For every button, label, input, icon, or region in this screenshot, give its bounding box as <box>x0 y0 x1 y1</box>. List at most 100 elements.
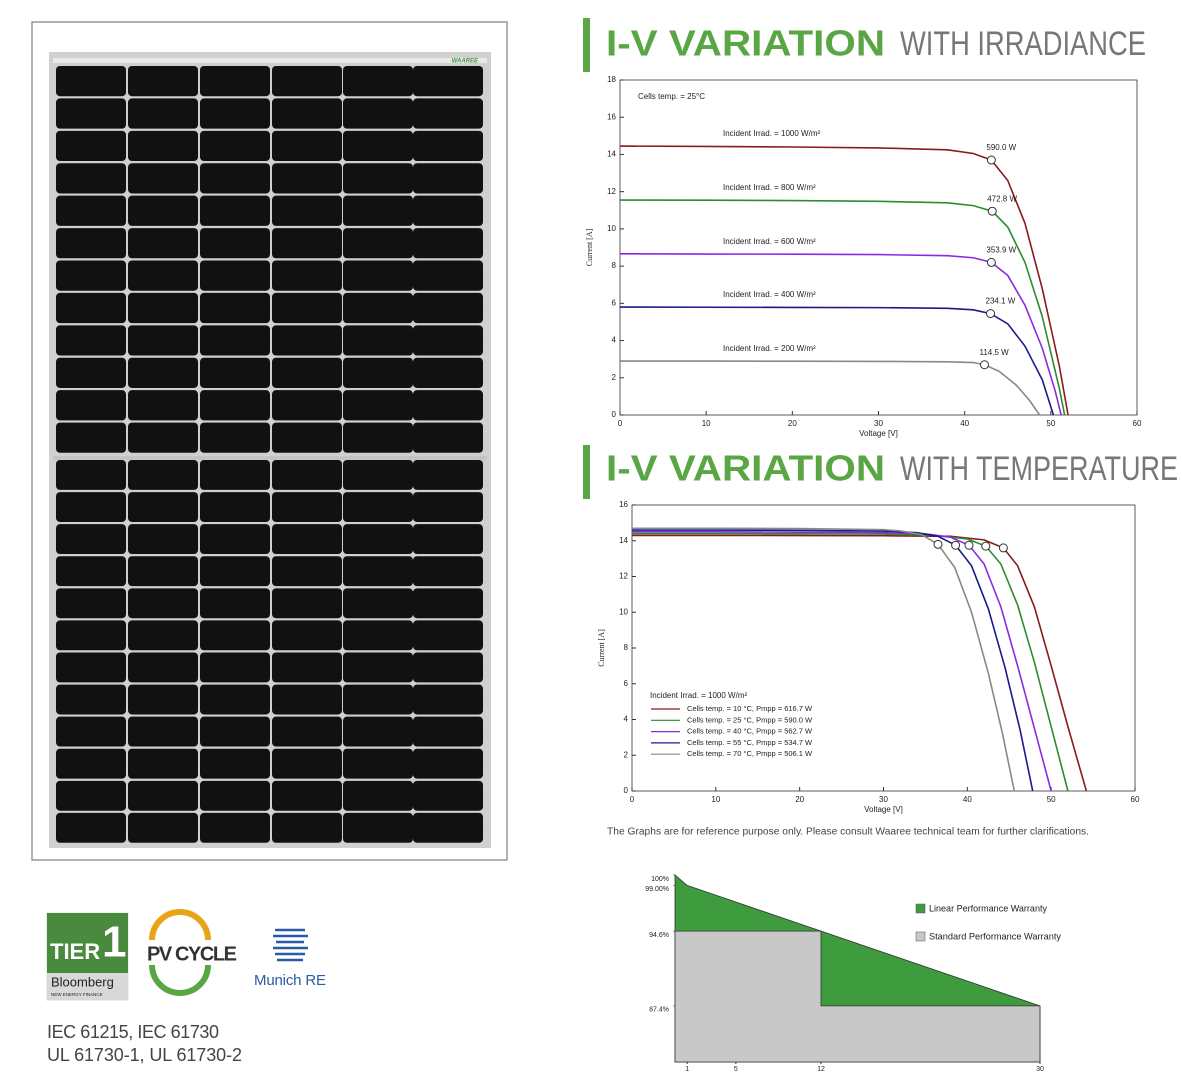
heading-bar <box>583 18 590 72</box>
cell <box>56 492 126 522</box>
mpp-label: 234.1 W <box>986 297 1016 306</box>
cell <box>413 66 483 97</box>
cell <box>128 748 198 779</box>
cell <box>200 66 270 97</box>
cell <box>128 66 198 97</box>
y-tick-label: 8 <box>612 261 617 270</box>
cell <box>200 98 270 129</box>
mpp-label: 590.0 W <box>986 143 1016 152</box>
cell <box>413 492 483 522</box>
x-tick-label: 10 <box>702 419 711 428</box>
heading: WITH IRRADIANCE <box>900 25 1146 63</box>
cell <box>56 652 126 683</box>
cell <box>200 260 270 291</box>
mpp-marker <box>979 360 989 370</box>
cell <box>128 652 198 683</box>
cell <box>413 748 483 779</box>
cell <box>413 292 483 324</box>
cell <box>200 716 270 747</box>
x-axis-label: Voltage [V] <box>859 429 898 438</box>
logo-lower <box>47 973 128 1000</box>
cell <box>128 620 198 651</box>
munich-re-logo: Munich RE <box>254 928 326 989</box>
cell <box>56 620 126 651</box>
cell <box>200 460 270 490</box>
cell <box>128 325 198 356</box>
cell <box>343 460 413 490</box>
cell <box>56 780 126 811</box>
cell <box>272 390 342 421</box>
pv-cycle-logo: PV CYCLE <box>147 909 237 996</box>
series-label: Incident Irrad. = 600 W/m² <box>723 237 816 246</box>
iv-chart: 0 10 20 30 40 50 60 0 2 4 6 8 10 12 14 16 Voltage [V] Cur… <box>597 500 1140 814</box>
cell <box>128 130 198 162</box>
legend-label: Standard Performance Warranty <box>929 932 1061 943</box>
x-tick-label: 60 <box>1131 795 1140 804</box>
cell <box>272 422 342 453</box>
cell <box>56 422 126 453</box>
legend-label: Cells temp. = 25 °C, Pmpp = 590.0 W <box>687 715 813 724</box>
pv-cycle: PV CYCLE <box>147 943 237 965</box>
cell <box>128 780 198 811</box>
disclaimer: The Graphs are for reference purpose onl… <box>607 827 1089 838</box>
heading: WITH TEMPERATURE <box>900 450 1178 488</box>
logo-lines <box>273 928 308 962</box>
y-tick-label: 99.00% <box>645 886 669 893</box>
y-tick-label: 4 <box>612 336 617 345</box>
iv-curve <box>620 360 1041 416</box>
cell <box>413 163 483 194</box>
cell <box>56 260 126 291</box>
iv-curve <box>632 531 1052 792</box>
logo-arc <box>149 964 211 996</box>
munich-re: Munich RE <box>254 972 326 989</box>
mpp-marker <box>964 540 974 550</box>
cell <box>343 812 413 843</box>
legend-label: Linear Performance Warranty <box>929 904 1047 915</box>
cell <box>272 460 342 490</box>
mpp-label: 114.5 W <box>979 348 1009 357</box>
iv-curve <box>632 534 1088 792</box>
cell <box>56 195 126 226</box>
x-tick-label: 20 <box>795 795 804 804</box>
x-tick-label: 5 <box>734 1066 738 1073</box>
cell <box>200 390 270 421</box>
cell <box>343 163 413 194</box>
tier1-logo: TIER 1 Bloomberg NEW ENERGY FINANCE <box>46 912 129 1001</box>
cell <box>56 556 126 587</box>
cell <box>343 652 413 683</box>
plot-frame <box>631 504 1136 792</box>
cell <box>200 195 270 226</box>
cell <box>343 390 413 421</box>
cell <box>413 390 483 421</box>
cell <box>128 588 198 619</box>
cell <box>128 524 198 555</box>
iv-curve <box>619 306 1055 416</box>
cell <box>413 716 483 747</box>
cell <box>200 422 270 453</box>
logo-bg <box>47 913 128 973</box>
cell <box>343 780 413 811</box>
y-tick-label: 94.6% <box>649 932 669 939</box>
cell <box>200 163 270 194</box>
cell <box>128 556 198 587</box>
cell <box>56 357 126 388</box>
y-tick-label: 10 <box>619 607 628 616</box>
cell <box>128 195 198 226</box>
cell <box>272 524 342 555</box>
cell <box>128 492 198 522</box>
y-tick-label: 0 <box>612 410 617 419</box>
iv-curve <box>632 529 1034 792</box>
cell <box>272 620 342 651</box>
cell <box>200 620 270 651</box>
cell <box>200 780 270 811</box>
cell <box>272 357 342 388</box>
series-label: Incident Irrad. = 1000 W/m² <box>723 129 820 138</box>
mpp-marker <box>951 540 961 550</box>
y-tick-label: 0 <box>624 786 629 795</box>
series-label: Incident Irrad. = 200 W/m² <box>723 344 816 353</box>
series-label: Incident Irrad. = 800 W/m² <box>723 183 816 192</box>
y-tick-label: 18 <box>607 75 616 84</box>
cell <box>343 748 413 779</box>
cell <box>343 716 413 747</box>
